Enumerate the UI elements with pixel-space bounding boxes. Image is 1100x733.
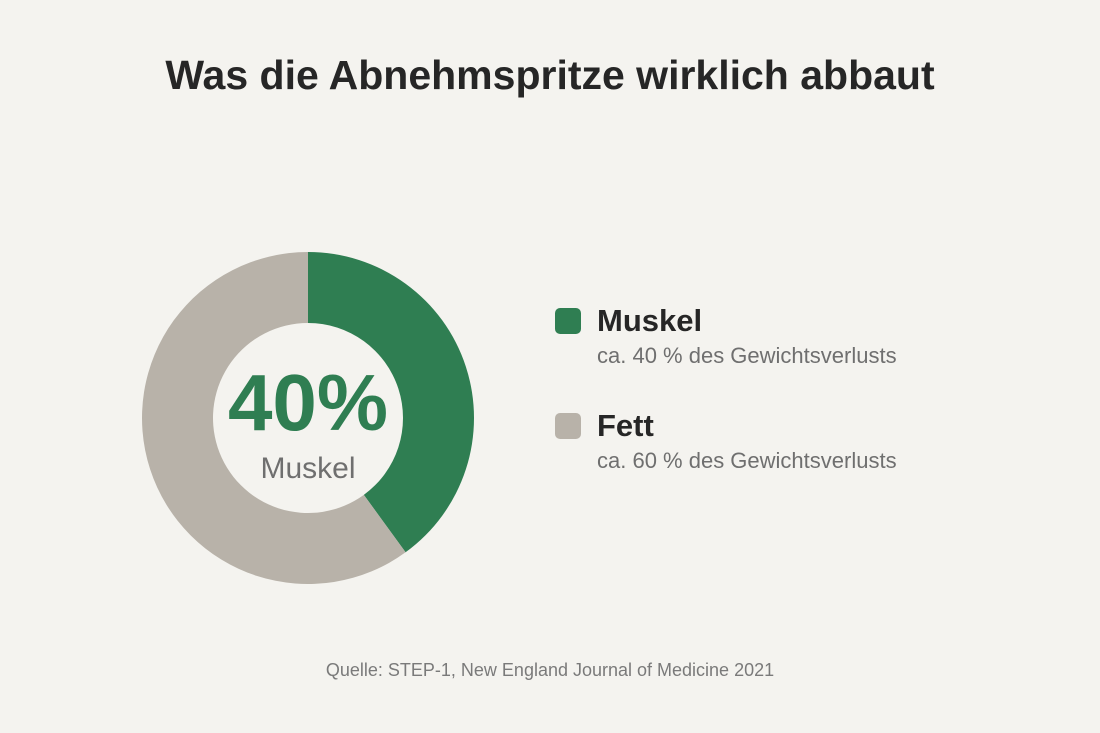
legend-swatch-fett [555, 413, 581, 439]
legend-item-muskel: Muskel ca. 40 % des Gewichtsverlusts [555, 303, 1055, 411]
donut-chart: 40% Muskel [142, 252, 474, 584]
legend-item-fett: Fett ca. 60 % des Gewichtsverlusts [555, 408, 1055, 516]
donut-slice-muskel [308, 252, 474, 553]
legend-name-muskel: Muskel [597, 303, 703, 338]
legend-description-fett: ca. 60 % des Gewichtsverlusts [597, 448, 897, 473]
donut-slices [142, 252, 474, 584]
source-note: Quelle: STEP-1, New England Journal of M… [325, 660, 775, 680]
legend-swatch-muskel [555, 308, 581, 334]
center-label: Muskel [260, 452, 355, 485]
donut-slice-fett [142, 252, 406, 584]
center-value: 40% [228, 358, 388, 447]
legend-description-muskel: ca. 40 % des Gewichtsverlusts [597, 343, 897, 368]
legend-name-fett: Fett [597, 408, 654, 443]
chart-title: Was die Abnehmspritze wirklich abbaut [165, 52, 935, 98]
legend: Muskel ca. 40 % des Gewichtsverlusts Fet… [555, 303, 1055, 516]
